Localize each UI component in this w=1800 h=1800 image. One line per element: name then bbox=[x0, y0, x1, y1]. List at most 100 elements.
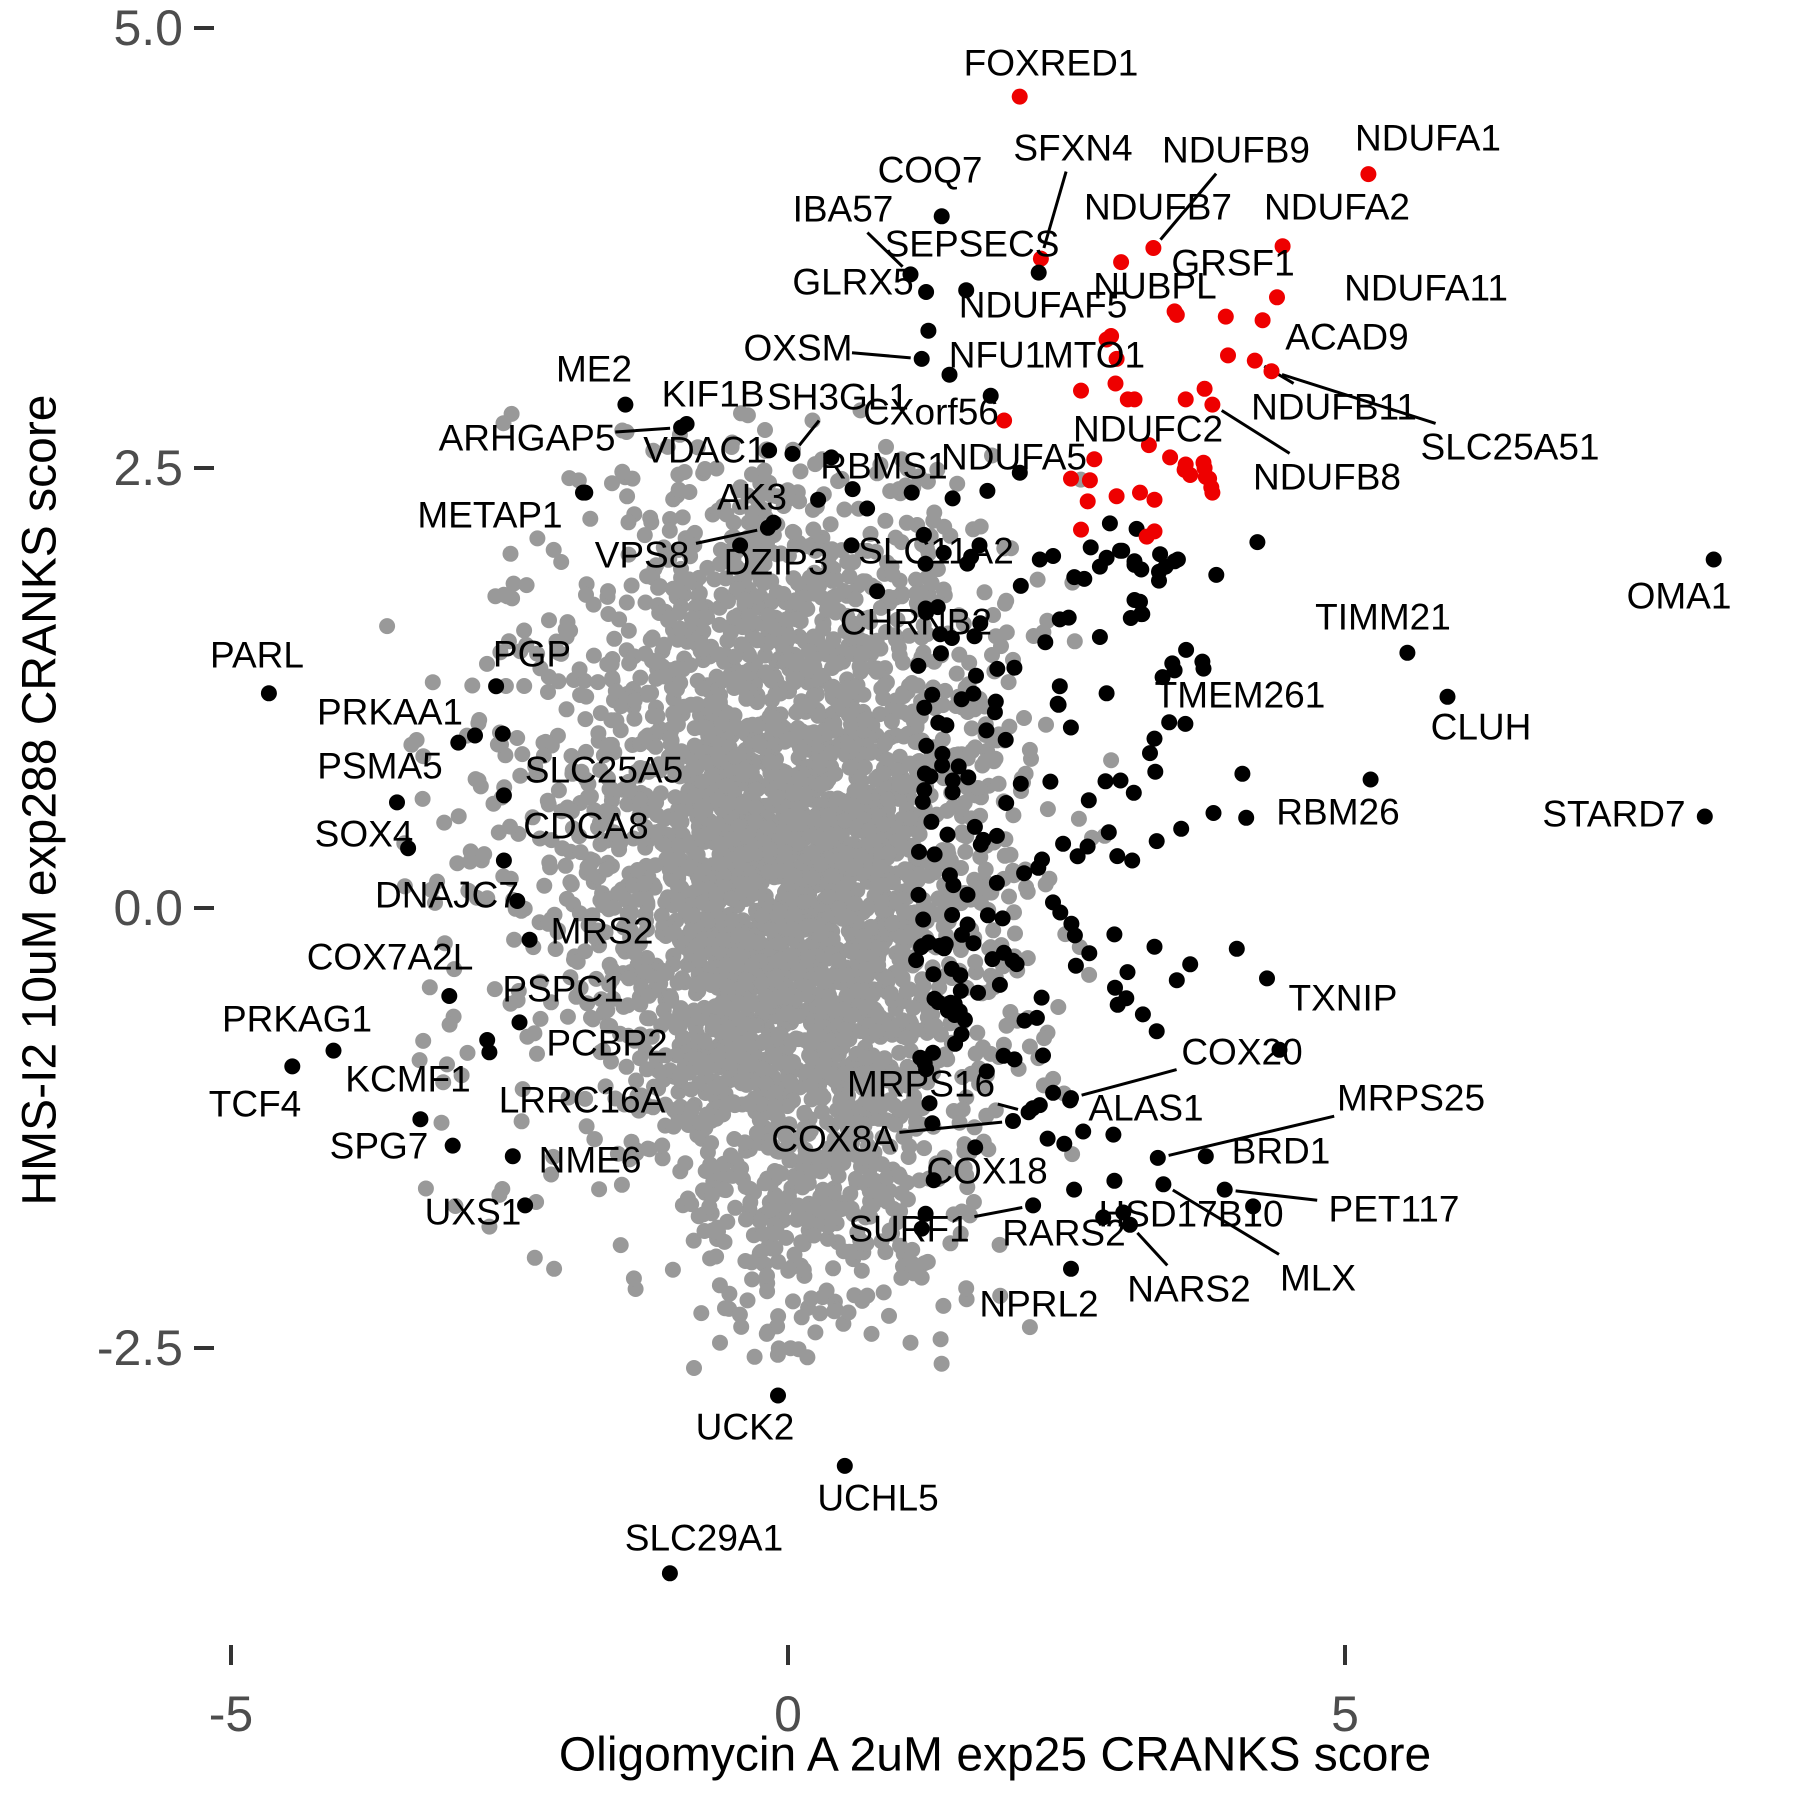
label-leader-line bbox=[899, 1120, 1003, 1134]
background-point bbox=[860, 609, 877, 626]
black-point bbox=[1095, 1209, 1112, 1226]
black-point bbox=[1205, 805, 1222, 821]
background-point bbox=[553, 554, 570, 570]
background-point bbox=[550, 922, 566, 939]
background-point bbox=[510, 983, 527, 999]
gene-point-NDUFA2 bbox=[1274, 238, 1291, 255]
y-tick-label: -2.5 bbox=[97, 1320, 183, 1376]
black-point bbox=[1033, 989, 1050, 1006]
black-point bbox=[1115, 1204, 1132, 1221]
gene-point-COX18 bbox=[967, 1139, 984, 1156]
background-point bbox=[807, 456, 824, 473]
gene-label-PARL: PARL bbox=[210, 635, 304, 676]
background-point bbox=[971, 1075, 988, 1092]
background-point bbox=[739, 846, 756, 863]
background-point bbox=[818, 1282, 835, 1299]
black-point bbox=[1119, 964, 1136, 981]
background-point bbox=[865, 1083, 882, 1100]
background-point bbox=[655, 638, 672, 655]
black-point bbox=[953, 691, 970, 708]
black-point bbox=[1080, 792, 1097, 809]
background-point bbox=[883, 713, 900, 730]
gene-label-COX8A: COX8A bbox=[771, 1119, 897, 1160]
black-point bbox=[903, 484, 920, 501]
background-point bbox=[722, 1147, 739, 1164]
background-point bbox=[681, 484, 698, 500]
black-point bbox=[1151, 572, 1167, 589]
background-point bbox=[561, 470, 578, 487]
background-point bbox=[571, 661, 588, 678]
background-point bbox=[545, 541, 562, 558]
background-point bbox=[901, 627, 918, 644]
background-point bbox=[835, 1243, 852, 1260]
background-point bbox=[670, 604, 687, 621]
background-point bbox=[589, 674, 606, 691]
background-point bbox=[673, 560, 689, 577]
background-point bbox=[1019, 883, 1036, 900]
background-point bbox=[815, 620, 832, 637]
background-point bbox=[841, 568, 858, 585]
background-point bbox=[411, 1052, 428, 1069]
black-point bbox=[1194, 653, 1211, 670]
background-point bbox=[464, 677, 481, 694]
background-point bbox=[396, 878, 413, 895]
background-point bbox=[794, 723, 811, 740]
background-point bbox=[869, 660, 886, 677]
background-point bbox=[675, 767, 692, 784]
background-point bbox=[710, 1047, 727, 1064]
background-point bbox=[769, 789, 786, 806]
background-point bbox=[729, 927, 746, 943]
gene-point-CXorf56 bbox=[982, 387, 999, 404]
background-point bbox=[433, 1114, 450, 1131]
label-leader-line bbox=[974, 1206, 1023, 1219]
gene-point-FOXRED1 bbox=[1011, 88, 1028, 105]
background-point bbox=[894, 1012, 911, 1029]
background-point bbox=[915, 978, 932, 995]
gene-label-KIF1B: KIF1B bbox=[662, 374, 765, 415]
gene-label-NUBPL: NUBPL bbox=[1093, 266, 1216, 307]
black-point bbox=[1112, 772, 1129, 789]
background-point bbox=[967, 954, 984, 970]
background-point bbox=[864, 1197, 881, 1214]
black-point bbox=[1168, 972, 1185, 989]
background-point bbox=[639, 921, 655, 938]
background-point bbox=[492, 644, 509, 661]
background-point bbox=[687, 976, 704, 993]
background-point bbox=[970, 780, 986, 796]
background-point bbox=[746, 1348, 763, 1365]
background-point bbox=[673, 879, 690, 896]
background-point bbox=[601, 781, 618, 798]
background-point bbox=[657, 1047, 674, 1064]
gene-label-UCHL5: UCHL5 bbox=[817, 1478, 938, 1519]
gene-point-PSMA5 bbox=[389, 794, 405, 811]
background-point bbox=[766, 1047, 783, 1064]
background-point bbox=[806, 564, 823, 581]
black-point bbox=[994, 910, 1011, 927]
red-point bbox=[1108, 488, 1125, 505]
black-point bbox=[1035, 1047, 1051, 1064]
gene-label-SLC25A5: SLC25A5 bbox=[525, 750, 683, 791]
gene-point-SLC29A1 bbox=[661, 1565, 678, 1582]
background-point bbox=[645, 442, 662, 459]
gene-point-COX7A2L bbox=[441, 988, 458, 1004]
gene-point-PARL bbox=[260, 685, 277, 702]
red-point bbox=[1126, 391, 1143, 408]
background-point bbox=[717, 1182, 734, 1199]
label-leader-line bbox=[1159, 172, 1218, 241]
gene-labels-layer: FOXRED1 NDUFA1 COQ7 SFXN4 NDUFB9 NDUFB7 NDUFA2… bbox=[209, 43, 1732, 1559]
gene-point-VPS8 bbox=[759, 519, 776, 536]
background-point bbox=[756, 555, 773, 572]
background-point bbox=[757, 664, 774, 681]
background-point bbox=[562, 622, 579, 639]
background-point bbox=[851, 1149, 868, 1166]
background-point bbox=[721, 1285, 738, 1302]
y-tick-label: 2.5 bbox=[113, 440, 183, 496]
label-leader-line bbox=[851, 351, 911, 360]
black-point bbox=[1161, 714, 1178, 731]
black-point bbox=[998, 795, 1015, 811]
black-point bbox=[913, 1220, 930, 1237]
black-point bbox=[1097, 773, 1114, 790]
background-point bbox=[755, 501, 772, 518]
background-point bbox=[673, 743, 690, 760]
